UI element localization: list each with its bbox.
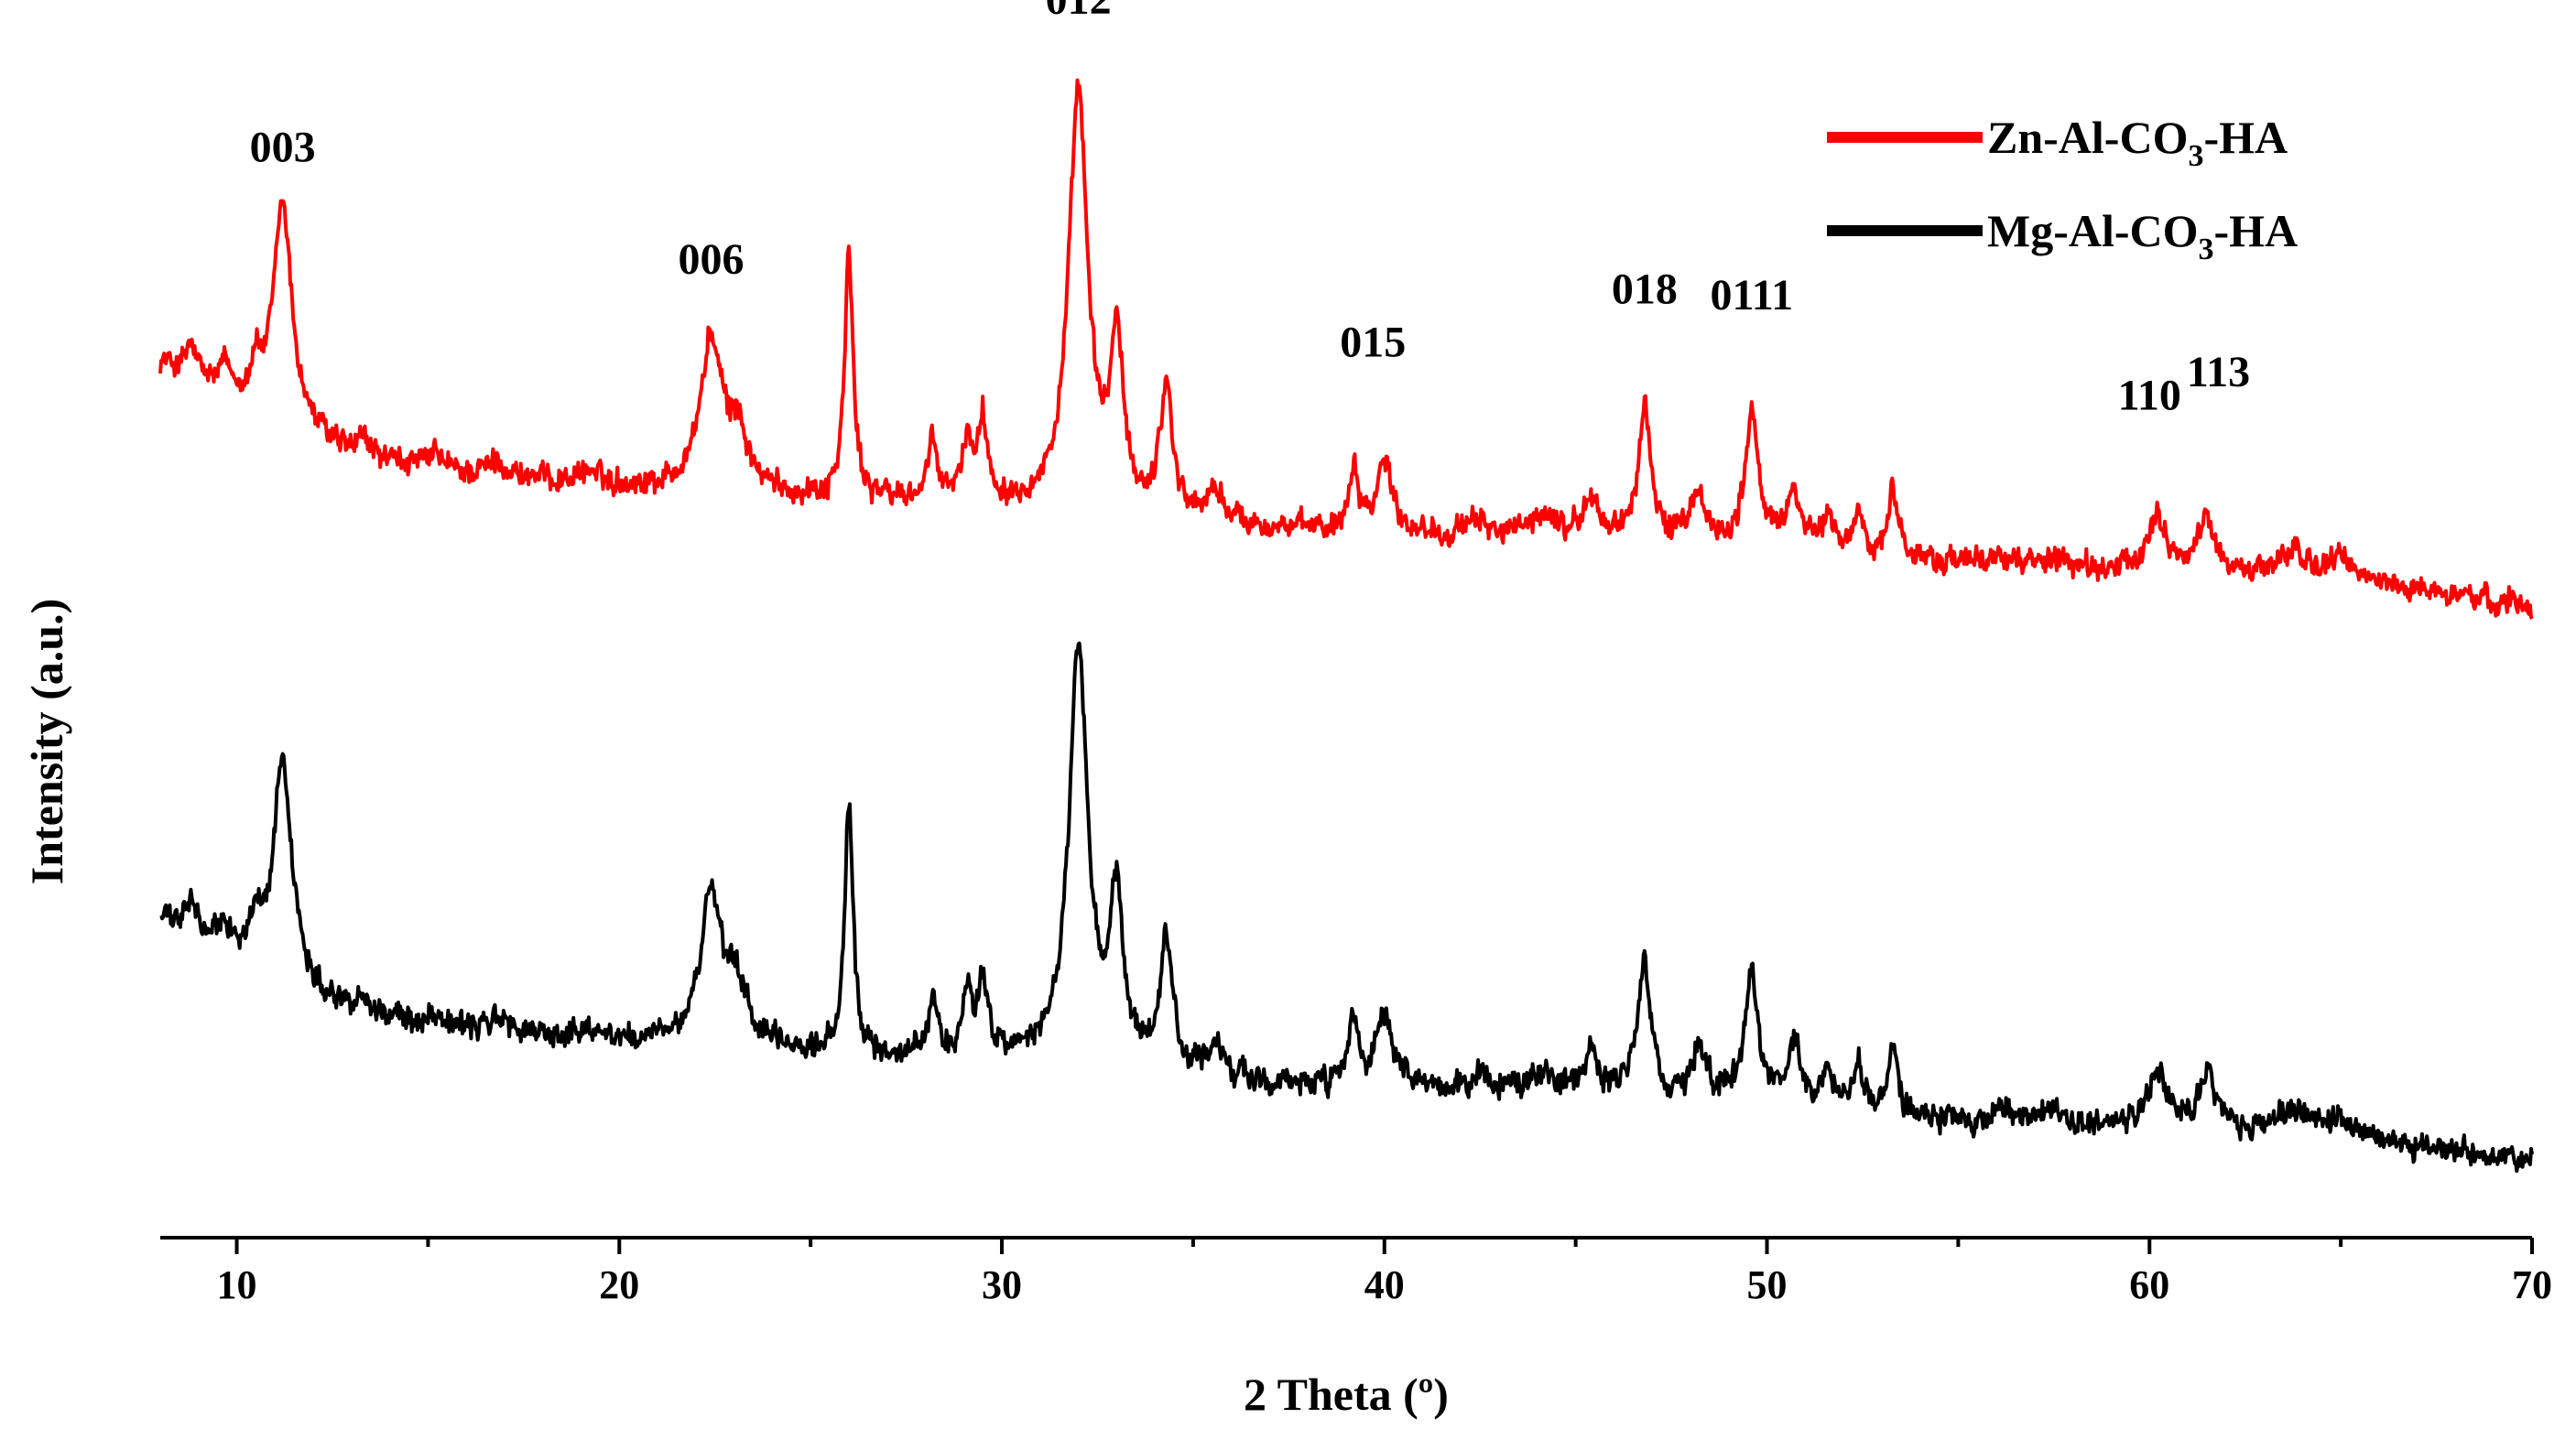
x-axis-ticks: 10 20 30 40 50 60 70 <box>217 1238 2552 1307</box>
series-lines <box>158 78 2534 1174</box>
y-axis-title: Intensity (a.u.) <box>21 599 72 885</box>
peak-label-018: 018 <box>1612 265 1678 313</box>
peak-label-012: 012 <box>1046 0 1112 24</box>
peak-label-0111: 0111 <box>1710 271 1793 319</box>
x-tick-label: 70 <box>2512 1262 2552 1307</box>
legend: Zn-Al-CO3-HA Mg-Al-CO3-HA <box>1827 112 2298 266</box>
peak-label-113: 113 <box>2187 348 2250 396</box>
x-axis-title: 2 Theta (º) <box>1244 1369 1449 1420</box>
peak-label-110: 110 <box>2118 372 2181 420</box>
peak-label-006: 006 <box>679 235 745 284</box>
legend-label-zn: Zn-Al-CO3-HA <box>1987 112 2288 173</box>
x-tick-label: 50 <box>1747 1262 1788 1307</box>
series-line-mg-al <box>159 641 2534 1174</box>
legend-label-mg: Mg-Al-CO3-HA <box>1987 205 2298 266</box>
x-tick-label: 20 <box>599 1262 639 1307</box>
peak-label-003: 003 <box>250 123 316 171</box>
x-tick-label: 10 <box>217 1262 257 1307</box>
x-tick-label: 30 <box>982 1262 1022 1307</box>
peak-label-015: 015 <box>1340 318 1406 366</box>
series-line-zn-al <box>158 78 2534 621</box>
x-tick-label: 40 <box>1364 1262 1405 1307</box>
x-tick-label: 60 <box>2129 1262 2169 1307</box>
